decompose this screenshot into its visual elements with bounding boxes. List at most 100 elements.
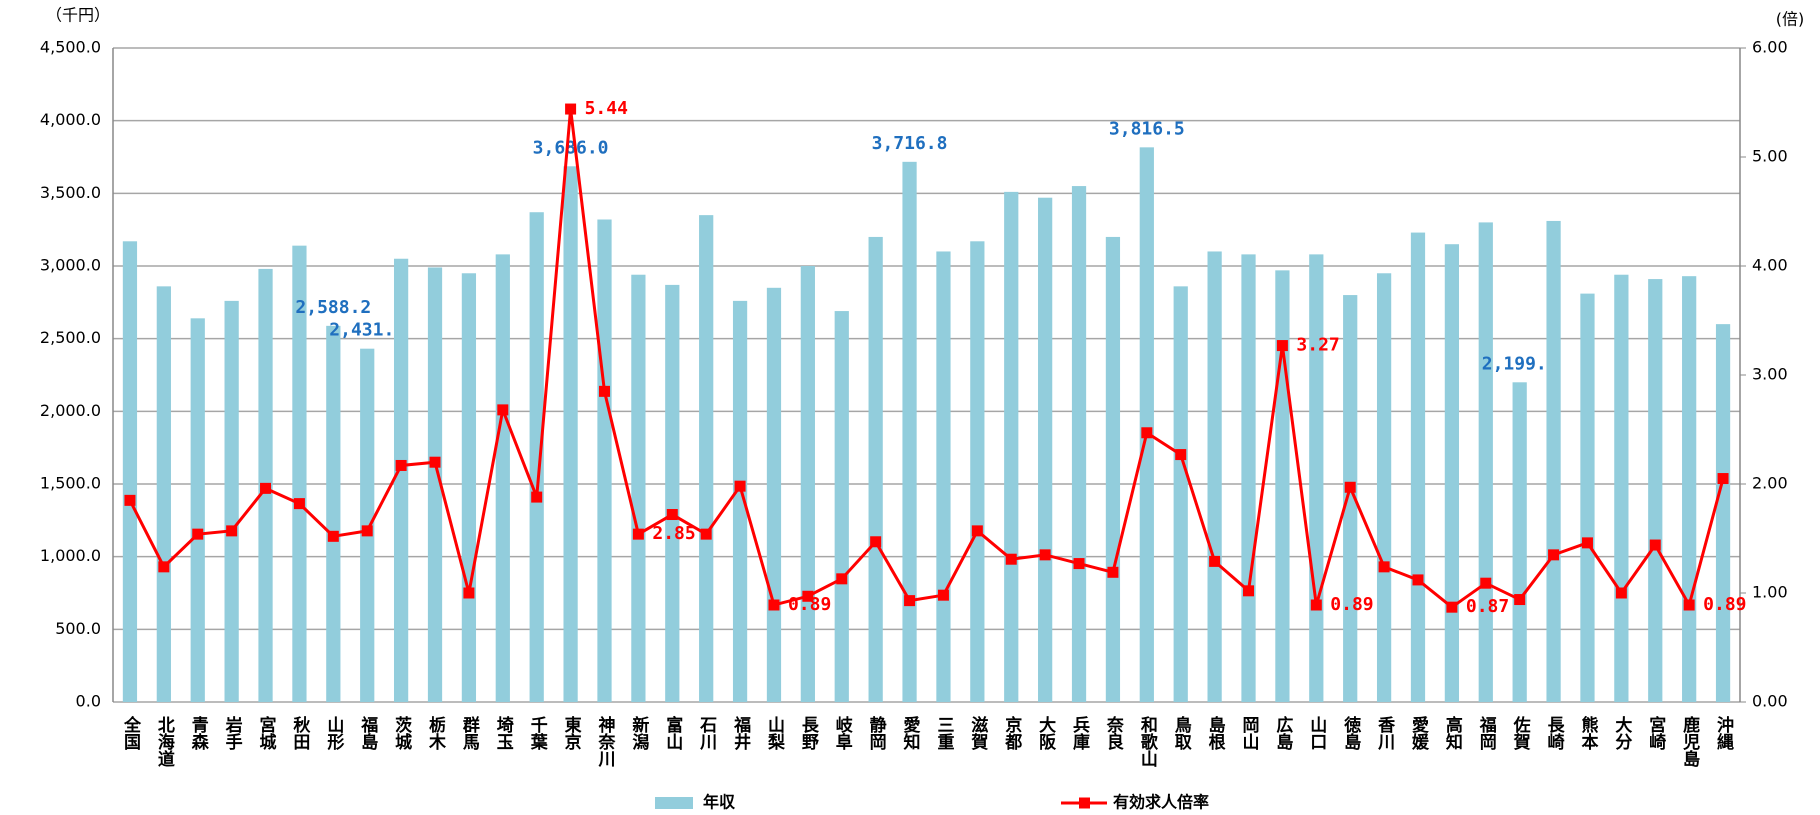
x-tick-label: 宮城 xyxy=(256,715,277,751)
bar xyxy=(1478,222,1493,702)
line-marker xyxy=(429,456,441,468)
line-marker xyxy=(632,528,644,540)
x-tick-label: 大分 xyxy=(1611,715,1632,751)
bar-value-label: 2,588.2 xyxy=(295,297,371,318)
line-marker xyxy=(1649,539,1661,551)
line-value-label: 5.44 xyxy=(585,98,629,119)
line-marker xyxy=(327,530,339,542)
y2-tick-label: 6.00 xyxy=(1752,38,1788,57)
bar xyxy=(326,325,341,702)
bar xyxy=(1376,273,1392,702)
bar xyxy=(1343,295,1358,702)
x-tick-label: 兵庫 xyxy=(1069,715,1090,751)
x-tick-label: 沖縄 xyxy=(1713,715,1734,751)
x-tick-label: 茨城 xyxy=(391,715,412,751)
x-tick-label: 山形 xyxy=(323,716,344,751)
line-value-label: 3.27 xyxy=(1296,335,1339,356)
x-tick-label: 和歌山 xyxy=(1137,716,1158,768)
line-value-label: 2.85 xyxy=(652,523,695,544)
bar xyxy=(970,241,985,702)
line-value-label: 0.87 xyxy=(1466,596,1509,617)
bar-value-label: 2,199.8 xyxy=(1482,353,1558,374)
bar xyxy=(766,287,782,702)
line-marker xyxy=(293,498,305,510)
x-tick-label: 新潟 xyxy=(628,715,649,751)
line-marker xyxy=(1615,587,1627,599)
x-tick-label: 宮崎 xyxy=(1645,715,1666,751)
line-marker xyxy=(497,404,509,416)
legend-label: 年収 xyxy=(703,793,736,812)
x-tick-label: 秋田 xyxy=(289,715,310,750)
line-marker xyxy=(598,385,610,397)
line-value-label: 0.89 xyxy=(788,594,831,615)
bar xyxy=(1173,286,1188,702)
x-tick-label: 山口 xyxy=(1306,716,1326,750)
line xyxy=(128,108,1725,610)
bar xyxy=(461,273,477,702)
bar xyxy=(1004,191,1019,702)
x-tick-label: 高知 xyxy=(1442,715,1464,751)
line-marker xyxy=(1175,449,1187,461)
bar-value-label: 3,686.0 xyxy=(533,137,609,158)
line-marker xyxy=(1107,566,1119,578)
bar xyxy=(902,161,917,702)
x-tick-label: 全国 xyxy=(120,715,142,751)
x-tick-label: 東京 xyxy=(561,715,582,751)
bar xyxy=(1715,324,1731,702)
line-marker xyxy=(1378,561,1390,573)
bar xyxy=(1309,254,1324,702)
bar-value-label: 3,816.5 xyxy=(1109,118,1185,139)
x-tick-label: 栃木 xyxy=(425,715,447,751)
line-marker xyxy=(734,480,746,492)
y-tick-label: 3,500.0 xyxy=(40,183,101,202)
y2-tick-label: 0.00 xyxy=(1752,692,1788,711)
bar xyxy=(1614,274,1629,702)
x-tick-label: 広島 xyxy=(1272,715,1293,751)
x-tick-label: 熊本 xyxy=(1577,715,1598,751)
x-tick-label: 京都 xyxy=(1001,715,1023,751)
bar xyxy=(868,236,883,702)
x-tick-label: 福島 xyxy=(357,715,379,751)
bar xyxy=(1207,251,1222,702)
bar xyxy=(1038,197,1053,702)
line-marker xyxy=(768,599,780,611)
line-marker xyxy=(531,491,543,503)
line-marker xyxy=(192,528,204,540)
line-marker xyxy=(971,525,983,537)
bar xyxy=(1275,270,1290,702)
x-tick-label: 愛知 xyxy=(900,715,922,751)
bar-value-label: 2,431.1 xyxy=(329,320,405,341)
line-marker xyxy=(1344,481,1356,493)
bar xyxy=(1139,147,1154,702)
x-tick-label: 岐阜 xyxy=(832,715,853,751)
x-tick-label: 長崎 xyxy=(1544,716,1565,751)
line-marker xyxy=(802,590,814,602)
line-marker xyxy=(666,509,678,521)
x-tick-label: 青森 xyxy=(188,715,209,751)
line-marker xyxy=(226,525,238,537)
bar xyxy=(427,267,443,702)
x-tick-label: 鳥取 xyxy=(1171,715,1192,751)
y2-tick-label: 3.00 xyxy=(1752,365,1788,384)
bar xyxy=(597,219,612,702)
line-marker xyxy=(1073,558,1085,570)
line-value-label: 0.89 xyxy=(1703,594,1746,615)
y-unit: （千円） xyxy=(46,6,110,25)
bar xyxy=(1648,279,1663,702)
x-tick-label: 島根 xyxy=(1205,715,1226,751)
y2-tick-label: 2.00 xyxy=(1752,474,1788,493)
y-tick-label: 2,000.0 xyxy=(40,401,101,420)
line-marker xyxy=(904,595,916,607)
line-marker xyxy=(870,536,882,548)
bar xyxy=(156,286,171,702)
bar xyxy=(1580,293,1595,702)
bar xyxy=(631,274,646,702)
y2-tick-label: 4.00 xyxy=(1752,256,1788,275)
x-tick-label: 岡山 xyxy=(1239,716,1259,751)
bar xyxy=(292,245,307,703)
line-marker xyxy=(1480,577,1492,589)
x-tick-label: 徳島 xyxy=(1340,715,1362,751)
x-tick-label: 千葉 xyxy=(527,716,549,751)
legend-label: 有効求人倍率 xyxy=(1113,793,1209,812)
x-tick-label: 三重 xyxy=(933,716,954,750)
